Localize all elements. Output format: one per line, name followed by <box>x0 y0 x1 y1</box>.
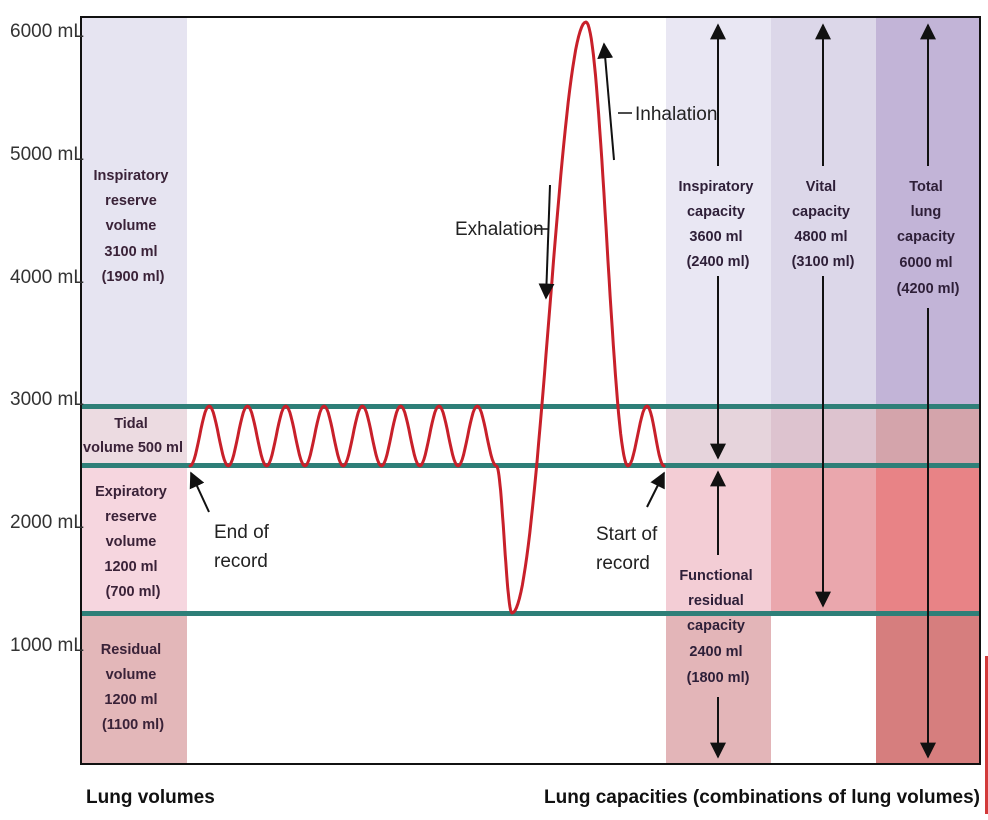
exhalation-arrow <box>538 184 555 300</box>
end-of-record-arrow <box>189 471 210 513</box>
vital-capacity-label: Vital capacity 4800 ml (3100 ml) <box>792 179 855 270</box>
inhalation-label: Inhalation <box>635 104 717 125</box>
end-of-record-label: End of record <box>214 522 274 572</box>
y-tick-label: 5000 mL <box>10 144 84 165</box>
plot-frame <box>80 16 981 765</box>
reference-lines <box>81 404 980 616</box>
tidal-bottom-line <box>81 463 980 468</box>
capacity-arrows <box>710 23 936 759</box>
residual-volume-label: Residual volume 1200 ml (1100 ml) <box>101 642 165 733</box>
y-tick-label: 2000 mL <box>10 512 84 533</box>
erv-label: Expiratory reserve volume 1200 ml (700 m… <box>95 484 171 600</box>
start-of-record-arrow <box>646 471 665 508</box>
residual-zone <box>81 614 187 764</box>
y-tick-label: 1000 mL <box>10 635 84 656</box>
frc-label: Functional residual capacity 2400 ml (18… <box>679 568 756 686</box>
spirometry-trace <box>188 20 666 615</box>
erv-zone <box>81 465 187 614</box>
lung-capacities-footer: Lung capacities (combinations of lung vo… <box>544 787 980 808</box>
lung-volumes-footer: Lung volumes <box>86 787 215 808</box>
y-tick-label: 6000 mL <box>10 21 84 42</box>
residual-top-line <box>81 611 980 616</box>
tidal-zone <box>81 406 187 465</box>
total-lung-capacity-label: Total lung capacity 6000 ml (4200 ml) <box>897 179 960 297</box>
edge-marker <box>985 656 988 814</box>
start-of-record-label: Start of record <box>596 524 663 574</box>
y-tick-label: 3000 mL <box>10 389 84 410</box>
irv-zone <box>81 18 187 406</box>
y-axis: 6000 mL 5000 mL 4000 mL 3000 mL 2000 mL … <box>10 21 84 656</box>
y-tick-label: 4000 mL <box>10 267 84 288</box>
annotation-arrows <box>189 42 665 513</box>
exhalation-label: Exhalation <box>455 219 544 240</box>
tidal-volume-label: Tidal volume 500 ml <box>83 416 183 456</box>
irv-label: Inspiratory reserve volume 3100 ml (1900… <box>94 168 173 285</box>
tidal-top-line <box>81 404 980 409</box>
inspiratory-capacity-label: Inspiratory capacity 3600 ml (2400 ml) <box>679 179 758 270</box>
inhalation-arrow <box>597 42 615 161</box>
